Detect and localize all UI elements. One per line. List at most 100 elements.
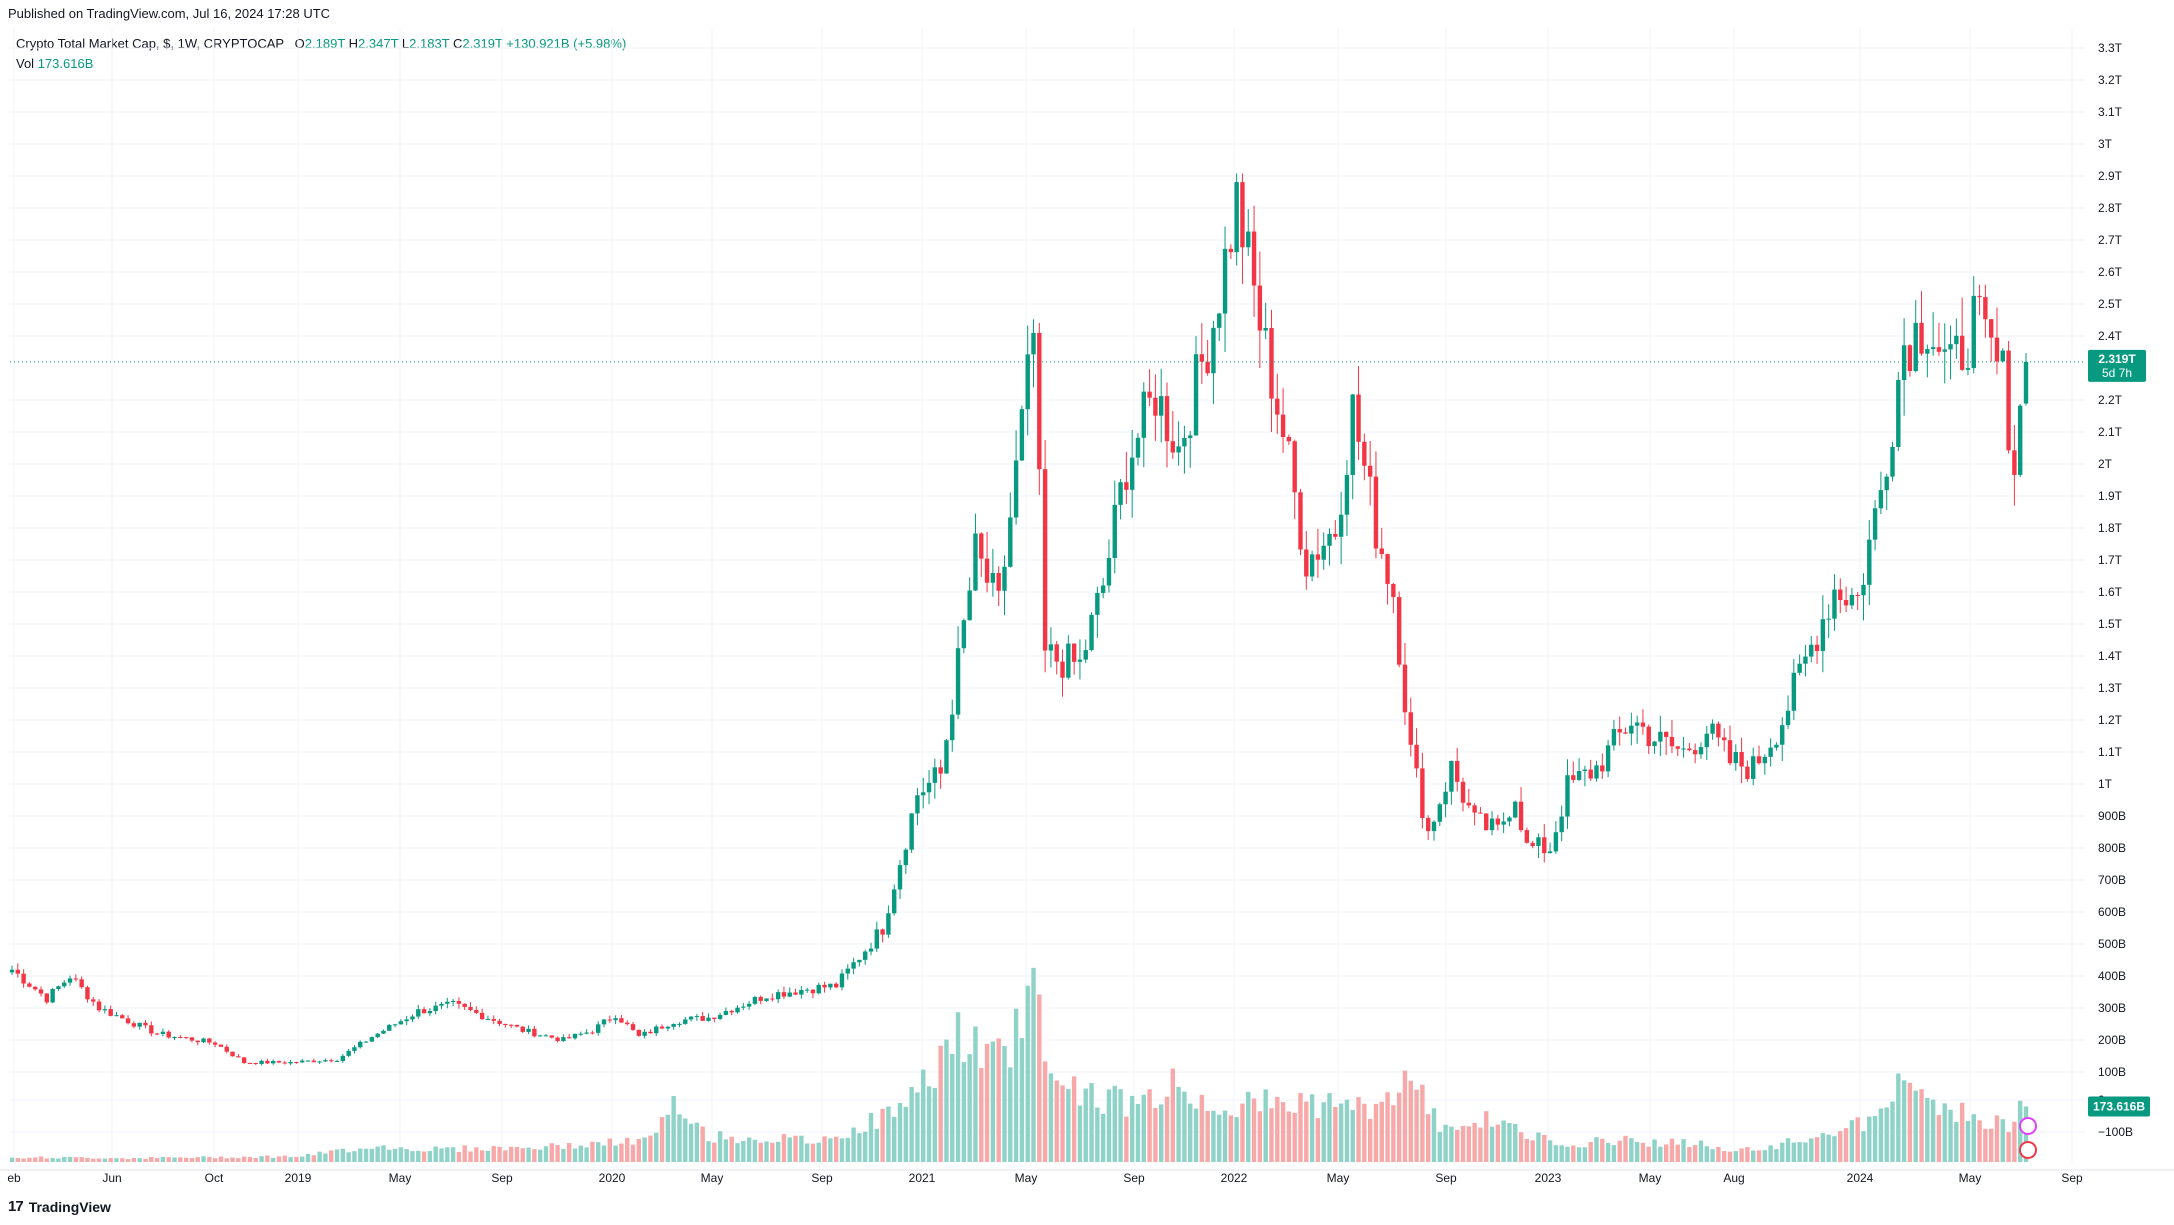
volume-bar xyxy=(62,1156,67,1162)
countdown-label: 5d 7h xyxy=(2102,366,2132,380)
volume-bar xyxy=(613,1145,618,1162)
volume-bar xyxy=(1025,985,1030,1162)
volume-bar xyxy=(270,1157,276,1162)
tradingview-logo[interactable]: 17 TradingView xyxy=(8,1198,111,1215)
candle-body xyxy=(799,989,804,995)
candle-body xyxy=(468,1006,473,1011)
time-tick-label: 2020 xyxy=(599,1171,626,1185)
candle-body xyxy=(1170,441,1176,453)
volume-bar xyxy=(1257,1111,1263,1162)
volume-bar xyxy=(85,1157,90,1162)
volume-bar xyxy=(1054,1080,1059,1162)
candle-body xyxy=(1199,354,1205,362)
candle-body xyxy=(746,1003,752,1007)
candle-body xyxy=(543,1035,549,1037)
candle-body xyxy=(961,620,967,649)
candle-body xyxy=(1222,248,1228,314)
candle-body xyxy=(996,572,1001,591)
candle-body xyxy=(833,983,839,988)
volume-bar xyxy=(1443,1124,1448,1162)
volume-bar xyxy=(247,1156,253,1162)
volume-bar xyxy=(1797,1142,1802,1162)
candle-body xyxy=(862,951,868,960)
candle-body xyxy=(1455,760,1460,782)
candle-body xyxy=(700,1016,705,1021)
volume-bar xyxy=(21,1158,26,1162)
price-tick-label: 2.1T xyxy=(2098,425,2123,439)
candle-body xyxy=(398,1021,404,1025)
last-price-label: 2.319T xyxy=(2098,352,2136,366)
candle-body xyxy=(21,973,26,984)
candle-body xyxy=(1513,801,1518,818)
candle-body xyxy=(1930,347,1936,350)
candle-body xyxy=(1716,723,1721,738)
volume-bar xyxy=(201,1156,206,1162)
volume-bar xyxy=(561,1148,566,1162)
candle-body xyxy=(1942,349,1947,352)
candle-body xyxy=(1217,313,1222,328)
volume-bar xyxy=(2006,1132,2011,1162)
candle-body xyxy=(1396,597,1402,665)
price-tick-label: 3.3T xyxy=(2098,41,2123,55)
candle-body xyxy=(1240,182,1245,248)
volume-bar xyxy=(1594,1137,1599,1162)
candle-body xyxy=(1809,644,1814,657)
candle-body xyxy=(1385,554,1390,584)
price-tick-label: 1.2T xyxy=(2098,713,2123,727)
candle-body xyxy=(497,1020,502,1024)
volume-bar xyxy=(1983,1128,1988,1162)
volume-bar xyxy=(1188,1103,1193,1162)
price-tick-label: 600B xyxy=(2098,905,2126,919)
candle-body xyxy=(1188,435,1193,438)
candle-body xyxy=(532,1028,537,1037)
time-tick-label: 2022 xyxy=(1221,1171,1248,1185)
candle-body xyxy=(189,1037,195,1041)
candle-body xyxy=(880,929,885,935)
candle-body xyxy=(160,1031,166,1034)
volume-bar xyxy=(282,1155,287,1162)
volume-bar xyxy=(955,1012,961,1162)
candle-body xyxy=(683,1019,688,1024)
volume-bar xyxy=(241,1156,247,1162)
volume-bar xyxy=(236,1158,241,1162)
candle-body xyxy=(195,1040,200,1043)
volume-bar xyxy=(1542,1134,1547,1162)
candle-body xyxy=(1083,650,1088,660)
candle-body xyxy=(874,929,880,949)
lightning-event-icon[interactable] xyxy=(2019,1117,2037,1135)
time-tick-label: 2023 xyxy=(1535,1171,1562,1185)
volume-bar xyxy=(253,1157,258,1162)
candle-body xyxy=(1286,437,1292,442)
volume-bar xyxy=(514,1146,520,1162)
candle-body xyxy=(311,1060,317,1063)
price-tick-label: 1.5T xyxy=(2098,617,2123,631)
volume-bar xyxy=(607,1138,613,1162)
volume-bar xyxy=(1176,1087,1181,1162)
candle-body xyxy=(1936,347,1942,352)
volume-bar xyxy=(1048,1073,1054,1162)
volume-bar xyxy=(1356,1097,1361,1162)
volume-bar xyxy=(1913,1090,1918,1162)
volume-bar xyxy=(224,1158,229,1162)
candle-body xyxy=(1141,391,1146,438)
volume-bar xyxy=(183,1157,189,1162)
candle-body xyxy=(491,1018,496,1021)
candle-body xyxy=(1925,349,1930,354)
candle-body xyxy=(1582,769,1588,772)
candle-body xyxy=(183,1037,189,1039)
candle-body xyxy=(1095,592,1100,615)
volume-bar xyxy=(944,1039,949,1162)
volume-bar xyxy=(1089,1083,1094,1162)
volume-bar xyxy=(102,1158,108,1162)
candle-body xyxy=(1420,768,1425,818)
flag-event-icon[interactable] xyxy=(2019,1141,2037,1159)
published-caption: Published on TradingView.com, Jul 16, 20… xyxy=(8,6,331,21)
candle-body xyxy=(1756,756,1762,764)
candle-body xyxy=(1571,775,1576,780)
candle-body xyxy=(218,1044,224,1047)
candle-body xyxy=(665,1026,671,1029)
candle-body xyxy=(56,986,61,990)
volume-bar xyxy=(67,1156,73,1162)
volume-bar xyxy=(1460,1125,1466,1162)
